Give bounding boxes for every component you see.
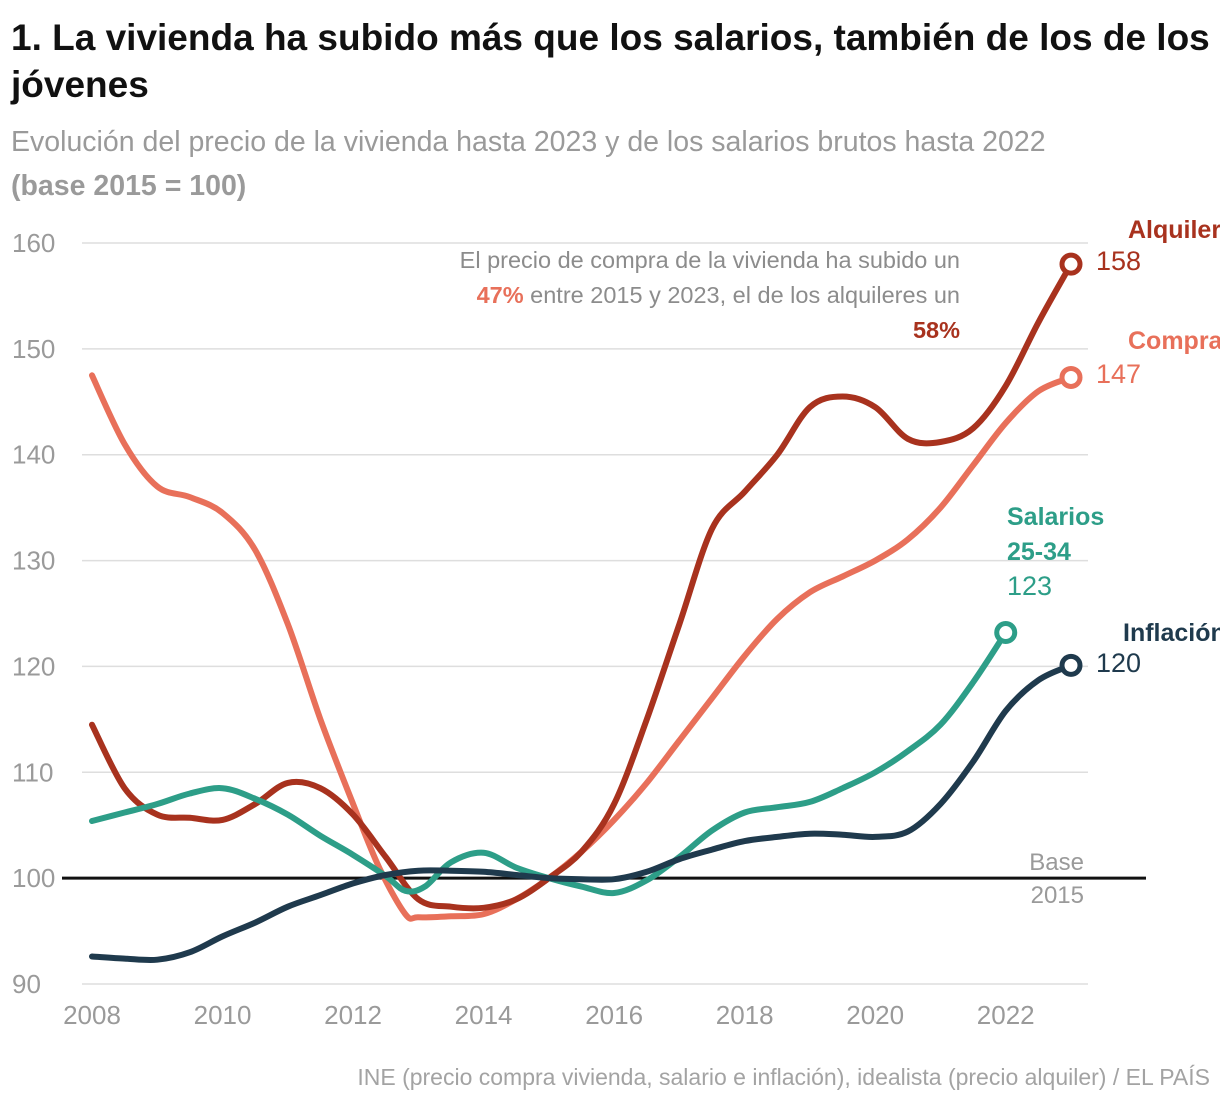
series-name-alquiler: Alquiler — [1128, 216, 1220, 244]
series-name-salarios-1: Salarios — [1007, 503, 1104, 531]
chart-source: INE (precio compra vivienda, salario e i… — [357, 1064, 1210, 1090]
x-tick-2018: 2018 — [716, 1000, 774, 1030]
endpoint-marker-inflaci-n — [1059, 653, 1083, 677]
x-axis-tick-labels: 2008 2010 2012 2014 2016 2018 2020 2022 — [63, 1000, 1035, 1030]
x-tick-2016: 2016 — [585, 1000, 643, 1030]
annotation-text: El precio de compra de la vivienda ha su… — [460, 247, 960, 343]
chart-title: 1. La vivienda ha subido más que los sal… — [11, 17, 1210, 105]
baseline-label-1: Base — [1029, 849, 1084, 876]
subtitle-text: Evolución del precio de la vivienda hast… — [11, 126, 1046, 158]
x-tick-2022: 2022 — [977, 1000, 1035, 1030]
y-tick-130: 130 — [12, 546, 55, 576]
grid-lines — [82, 242, 1088, 985]
end-value-alquiler: 158 — [1096, 246, 1141, 276]
series-lines — [89, 252, 1083, 964]
annotation-line-2: 47% entre 2015 y 2023, el de los alquile… — [477, 282, 960, 308]
series-name-salarios-2: 25-34 — [1007, 538, 1071, 566]
annotation-pct-compra: 47% — [477, 282, 524, 308]
subtitle-base: (base 2015 = 100) — [11, 170, 247, 202]
x-tick-2010: 2010 — [194, 1000, 252, 1030]
endpoint-marker-compra — [1059, 365, 1083, 389]
series-line-compra — [89, 372, 1074, 922]
y-tick-90: 90 — [12, 969, 41, 999]
y-tick-100: 100 — [12, 863, 55, 893]
y-tick-110: 110 — [12, 757, 53, 787]
x-tick-2008: 2008 — [63, 1000, 121, 1030]
series-name-inflacion: Inflación — [1123, 619, 1220, 647]
annotation-line-1: El precio de compra de la vivienda ha su… — [460, 247, 960, 273]
series-name-compra: Compra — [1128, 327, 1220, 355]
y-tick-140: 140 — [12, 440, 55, 470]
series-line-alquiler — [89, 261, 1074, 912]
endpoint-marker-salarios-25-34 — [994, 621, 1018, 645]
annotation-pct-alquiler: 58% — [913, 317, 960, 343]
y-tick-150: 150 — [12, 334, 55, 364]
y-axis-tick-labels: 160 150 140 130 120 110 100 90 — [12, 228, 55, 999]
x-tick-2014: 2014 — [455, 1000, 513, 1030]
endpoint-marker-alquiler — [1059, 252, 1083, 276]
series-line-inflaci-n — [89, 662, 1074, 964]
x-tick-2020: 2020 — [846, 1000, 904, 1030]
end-value-inflacion: 120 — [1096, 648, 1141, 678]
end-value-salarios: 123 — [1007, 571, 1052, 601]
baseline-label-2: 2015 — [1031, 882, 1084, 909]
series-line-salarios-25-34 — [89, 629, 1009, 897]
chart-subtitle: Evolución del precio de la vivienda hast… — [11, 120, 1216, 208]
annotation-line-2-text: entre 2015 y 2023, el de los alquileres … — [524, 282, 960, 308]
x-tick-2012: 2012 — [324, 1000, 382, 1030]
y-tick-120: 120 — [12, 651, 55, 681]
line-chart: 160 150 140 130 120 110 100 90 2008 2010 2012 2014… — [12, 216, 1220, 1030]
end-value-compra: 147 — [1096, 359, 1141, 389]
y-tick-160: 160 — [12, 228, 55, 258]
